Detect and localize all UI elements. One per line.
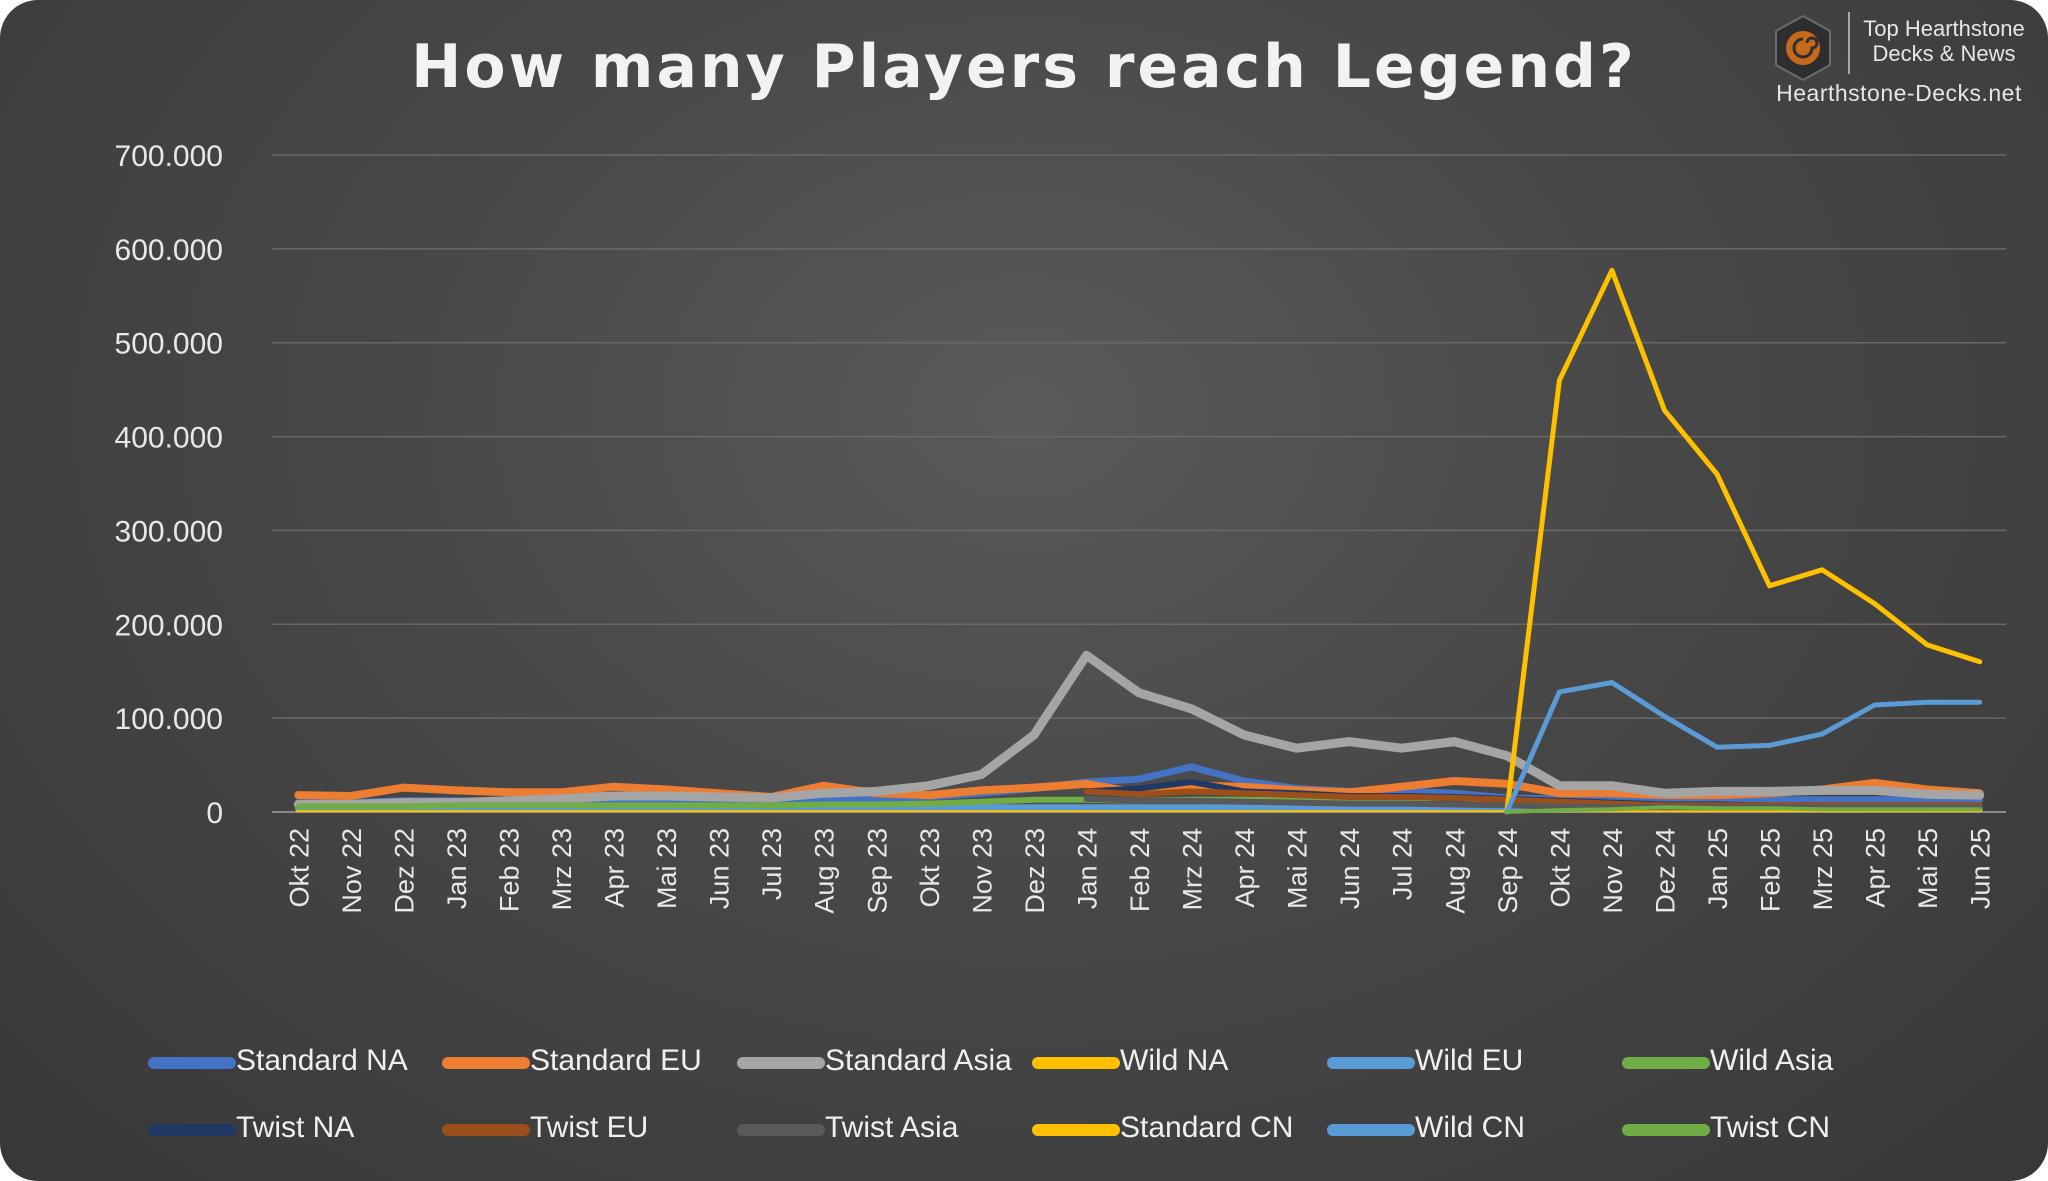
x-tick-label: Jan 25 [1703,828,1733,909]
legend-swatch [148,1124,236,1136]
x-tick-label: Mai 23 [652,828,682,909]
x-tick-label: Mrz 24 [1178,828,1208,911]
legend-label: Wild CN [1415,1111,1525,1144]
legend-swatch [148,1057,236,1069]
chart-title: How many Players reach Legend? [411,32,1637,102]
legend-swatch [1032,1057,1120,1069]
x-tick-label: Jan 24 [1072,828,1102,909]
legend-label: Wild NA [1120,1044,1229,1077]
x-tick-label: Nov 24 [1598,828,1628,914]
x-tick-label: Okt 22 [284,828,314,908]
series-line-standard-cn [1504,267,1983,815]
x-tick-label: Feb 25 [1756,828,1786,912]
series-lines [293,267,1985,815]
x-tick-label: Dez 22 [389,828,419,914]
legend-swatch [737,1057,825,1069]
brand-tagline-line2: Decks & News [1872,41,2016,66]
x-tick-label: Jun 23 [705,828,735,909]
x-tick-label: Aug 24 [1440,828,1470,914]
x-tick-label: Mrz 23 [547,828,577,911]
x-tick-label: Feb 23 [494,828,524,912]
y-tick-label: 100.000 [115,703,223,736]
legend-swatch [1032,1124,1120,1136]
x-tick-label: Sep 24 [1493,828,1523,914]
x-tick-label: Mai 25 [1913,828,1943,909]
legend-swatch [442,1124,530,1136]
brand-logo-block[interactable]: Top Hearthstone Decks & News Hearthstone… [1768,8,2038,108]
series-line-wild-cn [1504,680,1983,815]
x-tick-label: Jun 25 [1966,828,1996,909]
y-tick-label: 700.000 [115,140,223,173]
x-tick-label: Jun 24 [1335,828,1365,909]
y-tick-label: 0 [206,797,223,830]
x-tick-label: Mai 24 [1283,828,1313,909]
x-tick-label: Mrz 25 [1808,828,1838,911]
x-tick-label: Nov 23 [967,828,997,914]
legend-label: Twist NA [236,1111,355,1144]
legend-label: Standard CN [1120,1111,1294,1144]
legend-label: Wild EU [1415,1044,1524,1077]
legend-swatch [1327,1124,1415,1136]
gridlines [272,154,2006,813]
legend-label: Standard Asia [825,1044,1012,1077]
legend-label: Standard NA [236,1044,408,1077]
legend-swatch [1327,1057,1415,1069]
x-tick-label: Apr 24 [1230,828,1260,908]
brand-website[interactable]: Hearthstone-Decks.net [1776,80,2022,106]
legend-label: Standard EU [530,1044,702,1077]
y-axis-tick-labels: 0 100.000 200.000 300.000 400.000 500.000 600.… [115,140,223,830]
series-line-standard-asia [293,650,1985,809]
legend-swatch [737,1124,825,1136]
x-tick-label: Aug 23 [810,828,840,914]
x-tick-label: Sep 23 [862,828,892,914]
x-tick-label: Nov 22 [337,828,367,914]
legend-label: Twist CN [1710,1111,1830,1144]
brand-tagline-line1: Top Hearthstone [1863,16,2025,41]
x-tick-label: Dez 23 [1020,828,1050,914]
y-tick-label: 400.000 [115,422,223,455]
x-tick-label: Feb 24 [1125,828,1155,912]
y-tick-label: 200.000 [115,609,223,642]
legend-swatch [1622,1124,1710,1136]
y-tick-label: 500.000 [115,328,223,361]
x-tick-label: Okt 24 [1545,828,1575,908]
x-tick-label: Apr 23 [600,828,630,908]
legend-swatch [1622,1057,1710,1069]
legend-label: Wild Asia [1710,1044,1834,1077]
legend-label: Twist Asia [825,1111,959,1144]
hearthstone-swirl-icon [1775,14,1831,82]
legend-label: Twist EU [530,1111,649,1144]
series-line-twist-cn [1504,805,1982,814]
x-axis-tick-labels: Okt 22 Nov 22 Dez 22 Jan 23 Feb 23 Mrz 23 Apr … [284,828,1995,914]
y-tick-label: 600.000 [115,234,223,267]
x-tick-label: Okt 23 [915,828,945,908]
y-tick-label: 300.000 [115,515,223,548]
x-tick-label: Apr 25 [1861,828,1891,908]
x-tick-label: Jul 23 [757,828,787,900]
legend-swatch [442,1057,530,1069]
x-tick-label: Jan 23 [442,828,472,909]
x-tick-label: Dez 24 [1650,828,1680,914]
brand-divider [1848,12,1850,74]
x-tick-label: Jul 24 [1388,828,1418,900]
